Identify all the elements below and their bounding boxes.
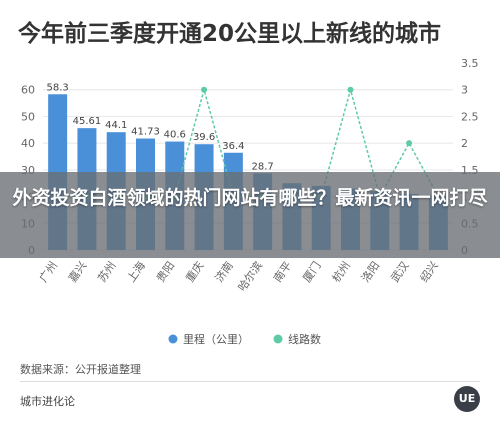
bar-value-label: 40.6 bbox=[164, 130, 186, 141]
data-source-note: 数据来源：公开报道整理 bbox=[20, 363, 141, 376]
category-label: 杭州 bbox=[329, 259, 353, 285]
category-label: 贵阳 bbox=[154, 259, 177, 284]
left-tick-label: 50 bbox=[21, 110, 35, 123]
right-tick-label: 2.5 bbox=[461, 110, 479, 123]
category-label: 重庆 bbox=[182, 259, 206, 285]
chart-title: 今年前三季度开通20公里以上新线的城市 bbox=[18, 21, 442, 47]
bar-value-label: 39.6 bbox=[193, 132, 215, 143]
bar-value-label: 36.4 bbox=[222, 141, 244, 152]
legend-line-marker bbox=[273, 334, 283, 344]
category-label: 武汉 bbox=[388, 259, 411, 284]
right-tick-label: 3.5 bbox=[461, 57, 479, 70]
legend-bar-marker bbox=[168, 334, 178, 344]
legend-bar-label: 里程（公里） bbox=[183, 333, 249, 346]
category-label: 嘉兴 bbox=[65, 259, 89, 285]
category-labels: 广州 嘉兴 苏州 上海 贵阳 重庆 济南 哈尔滨 南平 厦门 杭州 洛阳 武汉 绍兴 bbox=[37, 259, 441, 294]
category-label: 上海 bbox=[124, 259, 148, 285]
right-tick-label: 2 bbox=[461, 137, 468, 150]
bar-value-label: 28.7 bbox=[252, 161, 274, 172]
line-point bbox=[347, 86, 354, 93]
footer-divider bbox=[20, 381, 480, 382]
left-tick-label: 40 bbox=[21, 137, 35, 150]
category-label: 厦门 bbox=[300, 259, 324, 285]
category-label: 绍兴 bbox=[417, 259, 441, 285]
left-tick-label: 60 bbox=[21, 84, 35, 97]
category-label: 济南 bbox=[212, 259, 236, 285]
legend-line-label: 线路数 bbox=[288, 332, 321, 346]
category-label: 广州 bbox=[37, 259, 60, 284]
overlay-banner bbox=[0, 172, 500, 258]
bar-value-label: 58.3 bbox=[47, 82, 69, 93]
bar-value-label: 41.73 bbox=[131, 127, 160, 138]
brand-logo-icon: UE bbox=[454, 386, 480, 412]
right-tick-label: 3 bbox=[461, 84, 468, 97]
category-label: 南平 bbox=[271, 259, 294, 284]
category-label: 苏州 bbox=[95, 259, 118, 284]
bar-value-labels: 58.3 45.61 44.1 41.73 40.6 39.6 36.4 28.7 bbox=[47, 82, 274, 172]
category-label: 哈尔滨 bbox=[235, 259, 265, 294]
line-point bbox=[201, 86, 208, 93]
bar-value-label: 44.1 bbox=[105, 120, 127, 131]
brand-name: 城市进化论 bbox=[20, 395, 75, 408]
bar-value-label: 45.61 bbox=[73, 116, 102, 127]
line-point bbox=[406, 140, 413, 147]
legend: 里程（公里） 线路数 bbox=[168, 332, 321, 346]
overlay-banner-text: 外资投资白酒领域的热门网站有哪些？最新资讯一网打尽 bbox=[12, 187, 488, 209]
category-label: 洛阳 bbox=[358, 259, 382, 285]
